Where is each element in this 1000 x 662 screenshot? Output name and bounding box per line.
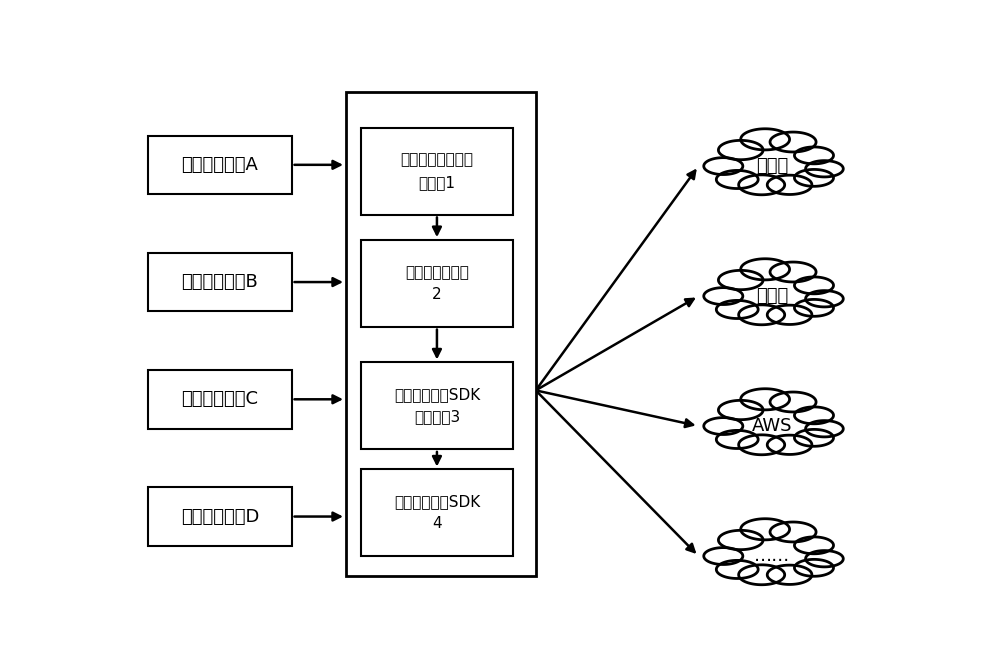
- FancyBboxPatch shape: [361, 362, 512, 449]
- FancyBboxPatch shape: [148, 136, 292, 194]
- Polygon shape: [767, 435, 812, 454]
- Polygon shape: [806, 551, 843, 567]
- Polygon shape: [704, 287, 743, 305]
- Polygon shape: [770, 392, 816, 412]
- Polygon shape: [716, 560, 758, 579]
- Text: AWS: AWS: [752, 417, 792, 435]
- FancyBboxPatch shape: [148, 370, 292, 428]
- Text: 第三方云存储SDK
封装模块3: 第三方云存储SDK 封装模块3: [394, 387, 480, 424]
- Text: 云存储操作模块
2: 云存储操作模块 2: [405, 265, 469, 302]
- FancyBboxPatch shape: [148, 253, 292, 311]
- Polygon shape: [704, 547, 743, 565]
- Polygon shape: [718, 140, 763, 160]
- Polygon shape: [794, 537, 834, 554]
- Polygon shape: [704, 158, 743, 175]
- FancyBboxPatch shape: [346, 92, 536, 577]
- Polygon shape: [741, 259, 790, 280]
- FancyBboxPatch shape: [361, 469, 512, 556]
- Polygon shape: [704, 418, 743, 434]
- Polygon shape: [794, 169, 834, 186]
- Polygon shape: [806, 161, 843, 177]
- Polygon shape: [806, 420, 843, 437]
- FancyBboxPatch shape: [361, 240, 512, 326]
- Text: 上层应用模块C: 上层应用模块C: [181, 391, 258, 408]
- Polygon shape: [794, 430, 834, 446]
- Polygon shape: [767, 565, 812, 585]
- Polygon shape: [739, 435, 785, 455]
- Polygon shape: [716, 301, 758, 318]
- Polygon shape: [741, 129, 790, 150]
- Polygon shape: [739, 565, 785, 585]
- Text: 上层应用模块B: 上层应用模块B: [182, 273, 258, 291]
- Polygon shape: [767, 175, 812, 195]
- Polygon shape: [739, 175, 785, 195]
- Polygon shape: [770, 132, 816, 152]
- Polygon shape: [718, 401, 763, 420]
- Polygon shape: [718, 530, 763, 549]
- Polygon shape: [716, 430, 758, 448]
- Polygon shape: [767, 305, 812, 324]
- Polygon shape: [718, 270, 763, 290]
- Text: ……: ……: [754, 547, 790, 565]
- FancyBboxPatch shape: [361, 128, 512, 214]
- Text: 上层应用模块A: 上层应用模块A: [182, 156, 258, 174]
- Polygon shape: [794, 407, 834, 424]
- Polygon shape: [739, 305, 785, 325]
- Text: 云存储资源连接选
取模块1: 云存储资源连接选 取模块1: [400, 153, 473, 190]
- Polygon shape: [716, 170, 758, 189]
- Polygon shape: [794, 299, 834, 316]
- Polygon shape: [770, 262, 816, 282]
- FancyBboxPatch shape: [148, 487, 292, 546]
- Text: 阿里云: 阿里云: [756, 157, 788, 175]
- Polygon shape: [741, 389, 790, 410]
- Text: 天翼云: 天翼云: [756, 287, 788, 305]
- Polygon shape: [741, 519, 790, 540]
- Text: 第三方云存储SDK
4: 第三方云存储SDK 4: [394, 494, 480, 532]
- Polygon shape: [770, 522, 816, 542]
- Polygon shape: [794, 559, 834, 576]
- Polygon shape: [806, 291, 843, 307]
- Polygon shape: [794, 147, 834, 164]
- Polygon shape: [794, 277, 834, 294]
- Text: 上层应用模块D: 上层应用模块D: [181, 508, 259, 526]
